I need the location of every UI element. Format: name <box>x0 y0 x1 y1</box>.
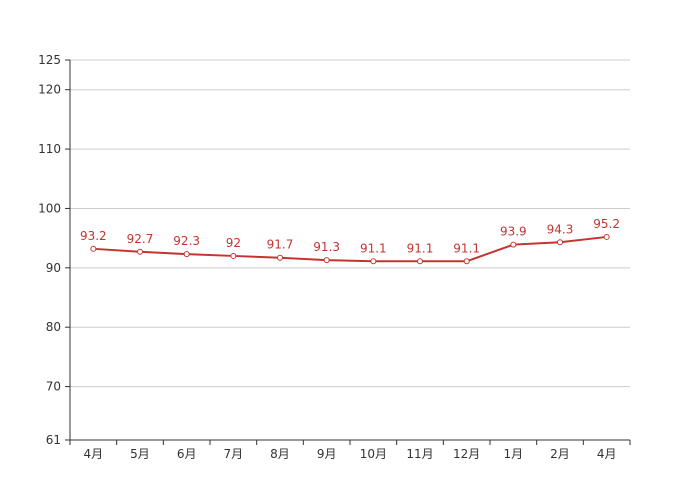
y-tick-labels: 61 70 80 90 100 110 120 125 <box>38 53 61 447</box>
data-point <box>557 239 563 246</box>
x-tick-label: 10月 <box>360 447 387 461</box>
x-tick-label: 6月 <box>177 447 197 461</box>
data-label: 91.7 <box>267 238 294 252</box>
data-label: 92.7 <box>127 232 154 246</box>
x-tick-label: 2月 <box>550 447 570 461</box>
x-tick-label: 12月 <box>453 447 480 461</box>
data-label: 91.1 <box>407 241 434 255</box>
y-tick-label: 90 <box>46 261 61 275</box>
data-label: 92.3 <box>173 234 200 248</box>
data-point <box>90 245 97 252</box>
data-label: 95.2 <box>593 217 620 231</box>
x-tick-labels: 4月 5月 6月 7月 8月 9月 10月 11月 12月 1月 2月 4月 <box>84 447 617 461</box>
data-label: 93.2 <box>80 229 107 243</box>
series <box>90 233 610 265</box>
x-tick-label: 11月 <box>406 447 433 461</box>
y-tick-label: 80 <box>46 320 61 334</box>
x-tick-label: 5月 <box>130 447 150 461</box>
x-tick-label: 1月 <box>504 447 524 461</box>
data-point <box>510 241 517 248</box>
data-labels: 93.2 92.7 92.3 92 91.7 91.3 91.1 91.1 91.1 93.9 94… <box>80 217 620 255</box>
data-label: 92 <box>226 236 241 250</box>
y-tick-label: 70 <box>46 380 61 394</box>
y-tick-label: 100 <box>38 201 61 215</box>
x-tick-label: 9月 <box>317 447 337 461</box>
data-label: 94.3 <box>547 222 574 236</box>
grid-lines <box>70 59 630 388</box>
data-point <box>603 233 610 240</box>
x-tick-label: 4月 <box>84 447 104 461</box>
y-tick-label: 120 <box>38 83 61 97</box>
data-label: 91.3 <box>313 240 340 254</box>
x-tick-label: 7月 <box>224 447 244 461</box>
x-tick-label: 4月 <box>597 447 617 461</box>
data-point <box>230 252 237 259</box>
data-label: 91.1 <box>453 241 480 255</box>
series-line <box>93 235 607 263</box>
data-point <box>463 258 470 265</box>
data-point <box>323 257 330 264</box>
data-point <box>417 258 423 265</box>
y-tick-label: 110 <box>38 142 61 156</box>
y-tick-label: 125 <box>38 53 61 67</box>
axes <box>65 59 631 445</box>
data-point <box>137 248 143 255</box>
x-tick-label: 8月 <box>270 447 290 461</box>
y-tick-label: 61 <box>46 433 61 447</box>
data-point <box>183 251 190 258</box>
data-label: 93.9 <box>500 225 527 239</box>
data-label: 91.1 <box>360 241 387 255</box>
data-point <box>277 254 283 261</box>
data-point <box>370 258 377 265</box>
